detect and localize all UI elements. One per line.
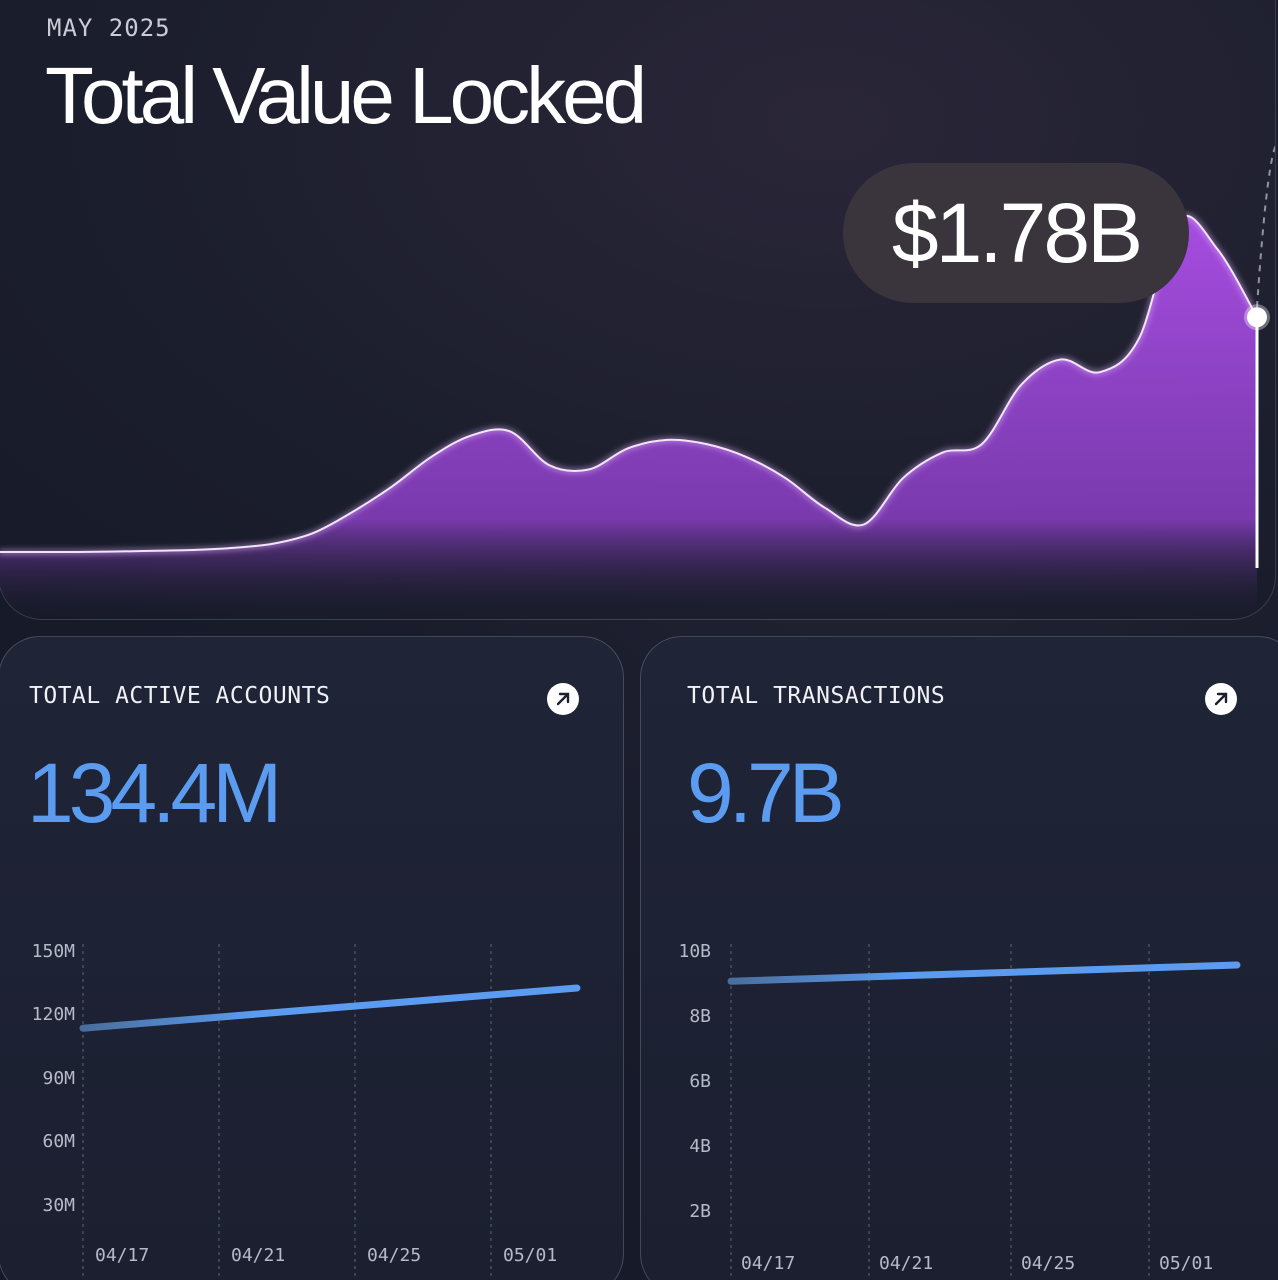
x-tick-label: 04/17 bbox=[95, 1245, 149, 1266]
tvl-value-badge: $1.78B bbox=[843, 163, 1189, 303]
y-tick-label: 120M bbox=[32, 1004, 76, 1025]
y-tick-label: 8B bbox=[689, 1006, 711, 1027]
card-title: TOTAL TRANSACTIONS bbox=[687, 683, 946, 709]
transactions-value: 9.7B bbox=[687, 746, 845, 840]
series-line bbox=[727, 961, 1241, 985]
tvl-area-chart bbox=[0, 144, 1275, 619]
series-line bbox=[79, 984, 581, 1032]
y-tick-label: 150M bbox=[32, 941, 76, 962]
transactions-chart: 04/17 04/21 04/25 05/01 10B 8B 6B 4B 2B bbox=[678, 941, 1241, 1280]
x-tick-label: 04/17 bbox=[741, 1253, 795, 1274]
tvl-panel: MAY 2025 Total Value Locked $1.78B bbox=[0, 0, 1276, 620]
active-accounts-card[interactable]: 04/17 04/21 04/25 05/01 150M 120M 90M 60M 30M TO… bbox=[0, 636, 624, 1280]
x-tick-label: 04/25 bbox=[1021, 1253, 1075, 1274]
tvl-line bbox=[0, 214, 1258, 553]
x-tick-label: 04/21 bbox=[879, 1253, 933, 1274]
x-tick-label: 04/21 bbox=[231, 1245, 285, 1266]
active-accounts-value: 134.4M bbox=[27, 746, 282, 840]
x-tick-label: 05/01 bbox=[1159, 1253, 1213, 1274]
y-tick-label: 2B bbox=[689, 1201, 711, 1222]
transactions-card[interactable]: 04/17 04/21 04/25 05/01 10B 8B 6B 4B 2B TOTAL TR… bbox=[640, 636, 1278, 1280]
period-label: MAY 2025 bbox=[47, 14, 171, 42]
x-tick-label: 05/01 bbox=[503, 1245, 557, 1266]
y-tick-label: 4B bbox=[689, 1136, 711, 1157]
arrow-up-right-icon[interactable] bbox=[1205, 683, 1237, 715]
y-tick-label: 30M bbox=[42, 1195, 75, 1216]
tvl-value: $1.78B bbox=[891, 185, 1143, 280]
page-title: Total Value Locked bbox=[45, 51, 647, 140]
tvl-projection-line bbox=[1256, 144, 1275, 308]
card-title: TOTAL ACTIVE ACCOUNTS bbox=[29, 683, 331, 709]
tvl-current-point bbox=[1247, 307, 1267, 328]
y-tick-label: 6B bbox=[689, 1071, 711, 1092]
y-tick-label: 10B bbox=[678, 941, 711, 962]
y-tick-label: 60M bbox=[42, 1131, 75, 1152]
x-tick-label: 04/25 bbox=[367, 1245, 421, 1266]
arrow-up-right-icon[interactable] bbox=[547, 683, 579, 715]
tvl-area bbox=[0, 215, 1257, 619]
active-accounts-chart: 04/17 04/21 04/25 05/01 150M 120M 90M 60M 30M bbox=[32, 941, 581, 1280]
y-tick-label: 90M bbox=[42, 1068, 75, 1089]
